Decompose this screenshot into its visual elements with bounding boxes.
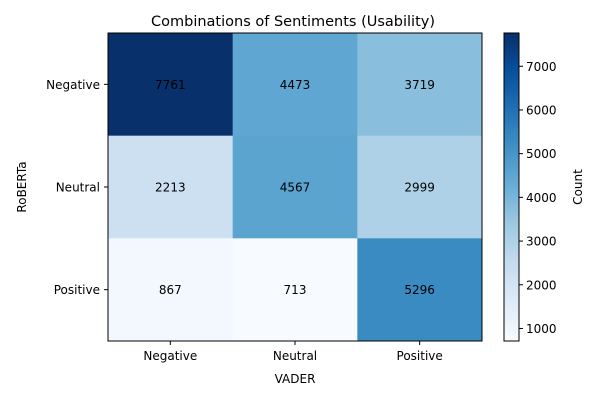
y-tick-label: Positive	[54, 283, 100, 297]
cell-value-label: 713	[284, 283, 307, 297]
cell-value-label: 867	[159, 283, 182, 297]
colorbar-tick-label: 5000	[526, 147, 557, 161]
heatmap-cell	[232, 238, 358, 342]
colorbar-tick-label: 1000	[526, 322, 557, 336]
cell-value-label: 5296	[404, 283, 435, 297]
cell-value-label: 2213	[155, 181, 186, 195]
x-tick-label: Negative	[143, 349, 197, 363]
colorbar-tick-label: 2000	[526, 278, 557, 292]
x-axis-label: VADER	[275, 372, 316, 386]
colorbar-tick-label: 7000	[526, 60, 557, 74]
chart-title: Combinations of Sentiments (Usability)	[151, 14, 435, 30]
heatmap-cell	[357, 238, 483, 342]
x-axis-ticks: Negative Neutral Positive	[143, 341, 443, 363]
cell-value-label: 3719	[404, 78, 435, 92]
colorbar	[503, 32, 520, 342]
x-tick-label: Neutral	[273, 349, 317, 363]
y-tick-label: Neutral	[56, 181, 100, 195]
cell-value-label: 4473	[280, 78, 311, 92]
cell-value-label: 4567	[280, 181, 311, 195]
heatmap-cell	[232, 33, 358, 137]
colorbar-label: Count	[571, 169, 585, 205]
y-axis-ticks: Negative Neutral Positive	[46, 78, 108, 297]
heatmap-cell	[108, 238, 234, 342]
y-axis-label: RoBERTa	[15, 161, 29, 212]
cell-value-label: 2999	[404, 181, 435, 195]
heatmap-cell	[108, 33, 234, 137]
heatmap-cell	[357, 135, 483, 239]
heatmap-cell	[232, 135, 358, 239]
heatmap-cells: 7761 4473 3719 2213 4567 2999 867 713 5296	[108, 33, 483, 342]
y-tick-label: Negative	[46, 78, 100, 92]
heatmap-cell	[108, 135, 234, 239]
colorbar-tick-label: 6000	[526, 103, 557, 117]
heatmap-cell	[357, 33, 483, 137]
x-tick-label: Positive	[397, 349, 443, 363]
colorbar-ticks: 1000 2000 3000 4000 5000 6000 7000	[519, 60, 557, 336]
cell-value-label: 7761	[155, 78, 186, 92]
colorbar-tick-label: 3000	[526, 235, 557, 249]
colorbar-tick-label: 4000	[526, 191, 557, 205]
